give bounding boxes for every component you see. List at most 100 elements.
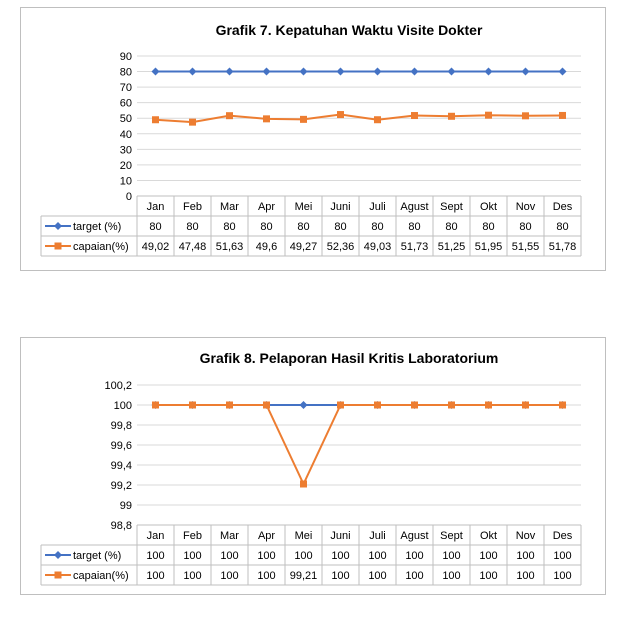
chart-panel-1: Grafik 7. Kepatuhan Waktu Visite Dokter 0… xyxy=(20,7,606,271)
data-point-marker xyxy=(152,116,159,124)
chart-panel-2: Grafik 8. Pelaporan Hasil Kritis Laborat… xyxy=(20,337,606,595)
x-tick-label: Sept xyxy=(440,530,463,542)
x-tick-label: Nov xyxy=(516,530,536,542)
data-point-marker xyxy=(522,112,529,120)
data-table-value: 100 xyxy=(331,550,349,562)
data-point-marker xyxy=(337,111,344,119)
data-point-marker xyxy=(189,118,196,126)
legend-key-marker xyxy=(54,222,62,230)
data-table-value: 49,27 xyxy=(290,241,318,253)
data-table-value: 49,03 xyxy=(364,241,392,253)
x-tick-label: Juli xyxy=(369,530,386,542)
y-tick-label: 98,8 xyxy=(111,520,132,532)
data-table-value: 80 xyxy=(260,221,272,233)
x-tick-label: Jan xyxy=(147,201,165,213)
data-table-value: 80 xyxy=(334,221,346,233)
data-point-marker xyxy=(188,67,197,76)
data-table-value: 51,63 xyxy=(216,241,244,253)
x-tick-label: Mar xyxy=(220,201,239,213)
data-point-marker xyxy=(447,67,456,76)
y-tick-label: 60 xyxy=(120,98,132,110)
data-point-marker xyxy=(299,67,308,76)
data-table-value: 100 xyxy=(405,550,423,562)
data-table-value: 100 xyxy=(331,570,349,582)
data-table-value: 80 xyxy=(186,221,198,233)
y-tick-label: 80 xyxy=(120,67,132,79)
legend-key-marker xyxy=(54,242,62,250)
legend-label: target (%) xyxy=(73,550,121,562)
data-table-value: 47,48 xyxy=(179,241,207,253)
data-table-value: 51,25 xyxy=(438,241,466,253)
legend-label: capaian(%) xyxy=(73,241,129,253)
data-table-value: 80 xyxy=(149,221,161,233)
data-table-value: 100 xyxy=(442,570,460,582)
data-table-value: 100 xyxy=(294,550,312,562)
series-line xyxy=(155,404,563,487)
data-table-value: 100 xyxy=(553,570,571,582)
data-point-marker xyxy=(559,111,566,119)
data-point-marker xyxy=(226,401,233,409)
y-tick-label: 99,8 xyxy=(111,420,132,432)
data-point-marker xyxy=(448,112,455,120)
legend-key-marker xyxy=(54,551,62,559)
x-tick-label: Juni xyxy=(330,530,350,542)
chart-2-svg: Grafik 8. Pelaporan Hasil Kritis Laborat… xyxy=(40,350,582,586)
data-table-value: 100 xyxy=(368,570,386,582)
data-table-value: 52,36 xyxy=(327,241,355,253)
y-tick-label: 99 xyxy=(120,500,132,512)
data-point-marker xyxy=(410,67,419,76)
y-tick-label: 40 xyxy=(120,129,132,141)
data-table-value: 100 xyxy=(183,570,201,582)
data-point-marker xyxy=(411,112,418,120)
data-table-value: 100 xyxy=(220,550,238,562)
data-table-value: 100 xyxy=(368,550,386,562)
data-table-value: 100 xyxy=(479,550,497,562)
data-table-value: 100 xyxy=(146,550,164,562)
chart-title: Grafik 8. Pelaporan Hasil Kritis Laborat… xyxy=(200,350,499,366)
data-table-value: 49,02 xyxy=(142,241,170,253)
data-table-value: 51,78 xyxy=(549,241,577,253)
data-point-marker xyxy=(300,115,307,123)
data-point-marker xyxy=(151,67,160,76)
data-table-value: 80 xyxy=(408,221,420,233)
x-tick-label: Agust xyxy=(400,530,428,542)
data-point-marker xyxy=(299,401,308,409)
x-tick-label: Juli xyxy=(369,201,386,213)
y-tick-label: 100 xyxy=(114,400,132,412)
legend-label: target (%) xyxy=(73,221,121,233)
data-table-value: 100 xyxy=(516,550,534,562)
x-tick-label: Mar xyxy=(220,530,239,542)
data-table-value: 51,95 xyxy=(475,241,503,253)
x-tick-label: Des xyxy=(553,201,573,213)
legend-label: capaian(%) xyxy=(73,570,129,582)
x-tick-label: Apr xyxy=(258,530,275,542)
data-point-marker xyxy=(263,115,270,123)
legend-key-marker xyxy=(54,571,62,579)
x-tick-label: Feb xyxy=(183,201,202,213)
y-tick-label: 0 xyxy=(126,191,132,203)
data-table-value: 100 xyxy=(220,570,238,582)
data-table-value: 80 xyxy=(223,221,235,233)
x-tick-label: Mei xyxy=(295,201,313,213)
data-point-marker xyxy=(262,67,271,76)
x-tick-label: Juni xyxy=(330,201,350,213)
y-tick-label: 99,2 xyxy=(111,480,132,492)
data-table-value: 51,55 xyxy=(512,241,540,253)
data-table-value: 80 xyxy=(556,221,568,233)
data-table-value: 100 xyxy=(257,570,275,582)
data-point-marker xyxy=(484,67,493,76)
data-point-marker xyxy=(558,67,567,76)
data-point-marker xyxy=(189,401,196,409)
y-tick-label: 70 xyxy=(120,82,132,94)
data-table-value: 80 xyxy=(482,221,494,233)
data-point-marker xyxy=(485,401,492,409)
data-point-marker xyxy=(152,401,159,409)
y-tick-label: 99,4 xyxy=(111,460,132,472)
data-point-marker xyxy=(485,111,492,119)
data-table-value: 80 xyxy=(519,221,531,233)
data-point-marker xyxy=(373,67,382,76)
data-table-value: 80 xyxy=(297,221,309,233)
data-point-marker xyxy=(225,67,234,76)
x-tick-label: Okt xyxy=(480,201,497,213)
x-tick-label: Nov xyxy=(516,201,536,213)
